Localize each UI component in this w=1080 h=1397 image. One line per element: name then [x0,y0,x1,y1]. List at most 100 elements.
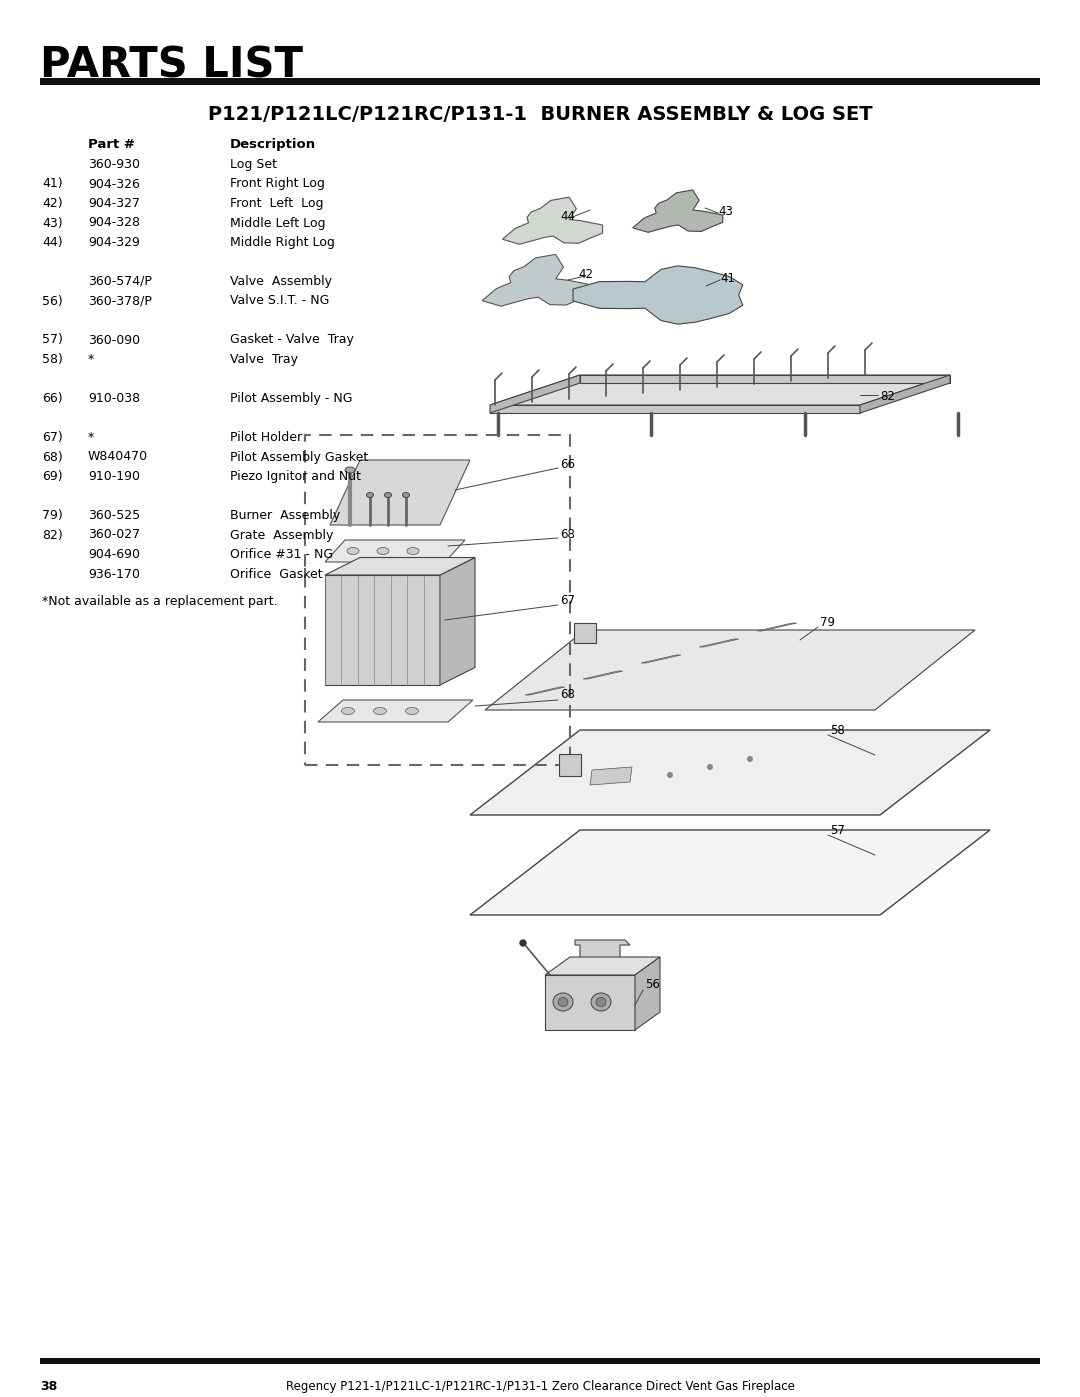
Text: Piezo Ignitor and Nut: Piezo Ignitor and Nut [230,469,361,483]
Text: Burner  Assembly: Burner Assembly [230,509,340,522]
Ellipse shape [377,548,389,555]
Text: *Not available as a replacement part.: *Not available as a replacement part. [42,595,278,608]
Ellipse shape [366,493,374,497]
Text: Valve S.I.T. - NG: Valve S.I.T. - NG [230,295,329,307]
Ellipse shape [558,997,568,1006]
Polygon shape [482,254,592,306]
Polygon shape [325,576,440,685]
Text: Orifice  Gasket: Orifice Gasket [230,567,323,581]
Ellipse shape [347,548,359,555]
Text: 67: 67 [561,594,575,606]
Circle shape [667,773,673,778]
FancyBboxPatch shape [559,754,581,775]
Text: P121/P121LC/P121RC/P131-1  BURNER ASSEMBLY & LOG SET: P121/P121LC/P121RC/P131-1 BURNER ASSEMBL… [207,105,873,124]
Text: Front  Left  Log: Front Left Log [230,197,324,210]
Polygon shape [440,557,475,685]
Text: 43): 43) [42,217,63,229]
Bar [40,78,1040,85]
Text: Regency P121-1/P121LC-1/P121RC-1/P131-1 Zero Clearance Direct Vent Gas Fireplace: Regency P121-1/P121LC-1/P121RC-1/P131-1 … [285,1380,795,1393]
Polygon shape [575,940,630,975]
Text: 57: 57 [831,823,845,837]
Text: Log Set: Log Set [230,158,276,170]
Polygon shape [502,197,603,244]
FancyBboxPatch shape [573,623,596,643]
Ellipse shape [596,997,606,1006]
Text: 57): 57) [42,334,63,346]
Polygon shape [490,374,580,414]
Text: 41: 41 [720,272,735,285]
Text: Gasket - Valve  Tray: Gasket - Valve Tray [230,334,354,346]
Text: 67): 67) [42,432,63,444]
Ellipse shape [553,993,573,1011]
Polygon shape [325,557,475,576]
Ellipse shape [374,707,387,714]
Text: 69): 69) [42,469,63,483]
Text: Valve  Assembly: Valve Assembly [230,275,332,288]
Text: Pilot Assembly Gasket: Pilot Assembly Gasket [230,450,368,464]
Text: 910-038: 910-038 [87,393,140,405]
Polygon shape [580,374,950,383]
Text: Part #: Part # [87,138,135,151]
Bar [40,1358,1040,1363]
Polygon shape [545,975,635,1030]
Polygon shape [525,687,565,694]
Ellipse shape [591,993,611,1011]
Text: *: * [87,432,94,444]
Text: Front Right Log: Front Right Log [230,177,325,190]
Ellipse shape [341,707,354,714]
Text: 44: 44 [561,210,575,224]
Text: 904-329: 904-329 [87,236,140,249]
Text: 66): 66) [42,393,63,405]
Text: 68: 68 [561,689,575,701]
Text: 904-327: 904-327 [87,197,140,210]
Polygon shape [485,630,975,710]
Text: 38: 38 [40,1380,57,1393]
Text: Grate  Assembly: Grate Assembly [230,528,334,542]
Text: 79: 79 [820,616,835,629]
Polygon shape [590,767,632,785]
Polygon shape [470,830,990,915]
Text: 904-328: 904-328 [87,217,140,229]
Polygon shape [633,190,723,232]
Polygon shape [642,655,681,664]
Polygon shape [330,460,470,525]
Text: 41): 41) [42,177,63,190]
Polygon shape [490,374,950,405]
Text: 42): 42) [42,197,63,210]
Polygon shape [490,405,860,414]
Text: 910-190: 910-190 [87,469,140,483]
Ellipse shape [403,493,409,497]
Text: 43: 43 [718,205,733,218]
Text: 360-930: 360-930 [87,158,140,170]
Polygon shape [635,957,660,1030]
Text: 360-027: 360-027 [87,528,140,542]
Circle shape [747,756,753,761]
Text: Pilot Assembly - NG: Pilot Assembly - NG [230,393,352,405]
Text: Description: Description [230,138,316,151]
Ellipse shape [407,548,419,555]
Text: 936-170: 936-170 [87,567,140,581]
Text: 904-690: 904-690 [87,548,140,562]
Polygon shape [545,957,660,975]
Text: 82): 82) [42,528,63,542]
Text: Orifice #31 - NG: Orifice #31 - NG [230,548,333,562]
Text: 82: 82 [880,390,895,402]
Polygon shape [757,623,797,631]
Text: 904-326: 904-326 [87,177,140,190]
Text: W840470: W840470 [87,450,148,464]
Polygon shape [470,731,990,814]
Polygon shape [318,700,473,722]
Polygon shape [860,374,950,414]
Text: Middle Left Log: Middle Left Log [230,217,325,229]
Polygon shape [699,638,739,647]
Text: Middle Right Log: Middle Right Log [230,236,335,249]
Circle shape [707,764,713,770]
Text: 68): 68) [42,450,63,464]
Ellipse shape [405,707,419,714]
Text: *: * [87,353,94,366]
Polygon shape [583,671,623,679]
Text: 42: 42 [578,268,593,281]
Text: 360-574/P: 360-574/P [87,275,152,288]
Text: 79): 79) [42,509,63,522]
Text: 68: 68 [561,528,575,542]
